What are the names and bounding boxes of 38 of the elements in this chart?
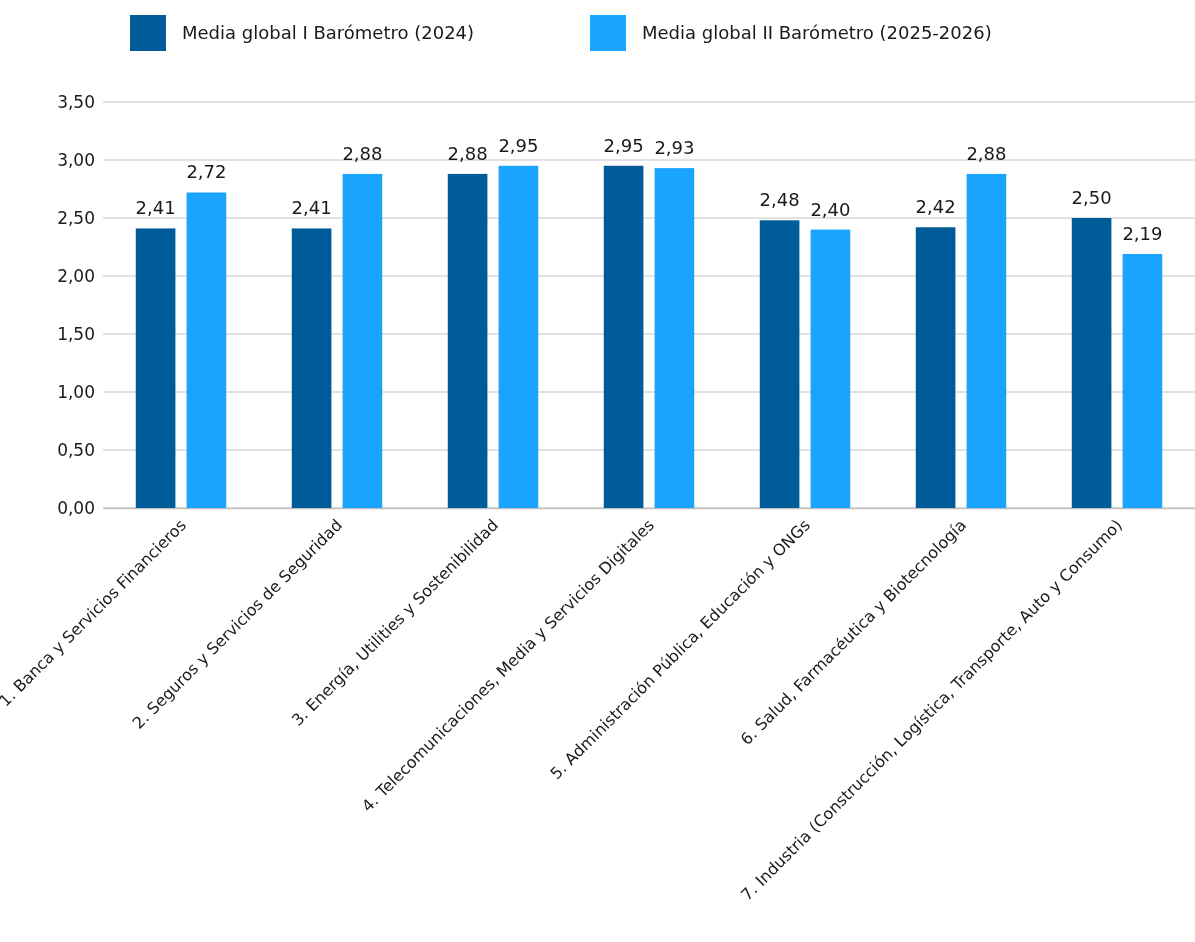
bar [759,220,800,508]
data-label: 2,88 [447,142,488,164]
bar [447,173,488,508]
y-tick-label: 1,00 [57,381,95,402]
data-label: 2,41 [135,197,176,219]
data-label: 2,95 [498,134,539,156]
legend-label: Media global I Barómetro (2024) [182,22,475,44]
data-label: 2,19 [1122,222,1163,244]
bar [966,173,1007,508]
y-tick-label: 1,50 [57,323,95,344]
bar [135,228,176,508]
y-tick-label: 0,50 [57,439,95,460]
data-label: 2,88 [966,142,1007,164]
bar [498,165,539,508]
y-tick-label: 3,50 [57,91,95,112]
bar [291,228,332,508]
data-label: 2,48 [759,189,800,211]
y-tick-label: 3,00 [57,149,95,170]
bar [810,229,851,508]
bar [342,173,383,508]
data-label: 2,50 [1071,187,1112,208]
bar [1071,218,1112,508]
bar [603,165,644,508]
data-label: 2,93 [654,137,695,159]
bar [186,192,227,508]
data-label: 2,42 [915,196,956,218]
data-label: 2,88 [342,142,383,164]
data-label: 2,95 [603,134,644,156]
data-label: 2,72 [186,161,227,183]
y-tick-label: 0,00 [57,497,95,518]
bar [654,168,695,508]
data-label: 2,41 [291,197,332,219]
y-tick-label: 2,50 [57,207,95,228]
y-tick-label: 2,00 [57,265,95,286]
bar [915,227,956,508]
legend-label: Media global II Barómetro (2025-2026) [642,22,992,44]
data-label: 2,40 [810,198,851,220]
bar [1122,253,1163,508]
